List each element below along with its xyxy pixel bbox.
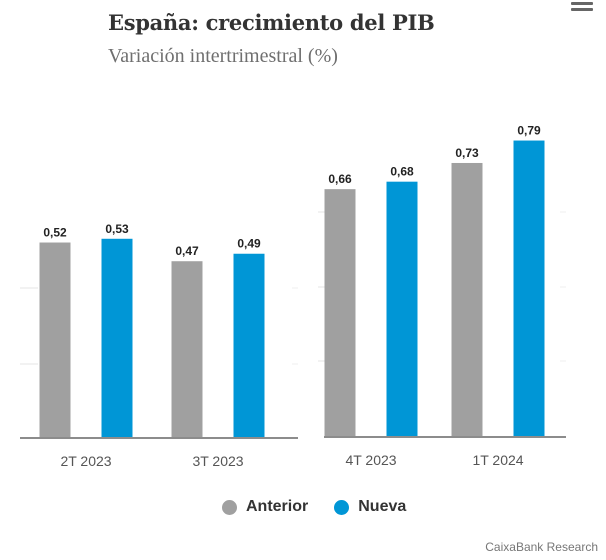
chart-title: España: crecimiento del PIB — [108, 10, 435, 35]
chart-subtitle: Variación intertrimestral (%) — [108, 45, 338, 67]
data-label: 0,49 — [237, 237, 261, 251]
x-axis-tick-label: 1T 2024 — [472, 452, 523, 468]
source-credit: CaixaBank Research — [485, 540, 598, 554]
bar-anterior[interactable] — [39, 242, 71, 437]
menu-line — [571, 2, 593, 5]
bar-nueva[interactable] — [233, 253, 265, 437]
data-label: 0,79 — [517, 124, 541, 138]
x-axis-tick-label: 2T 2023 — [60, 453, 111, 469]
data-label: 0,52 — [43, 226, 67, 240]
bar-nueva[interactable] — [101, 238, 133, 437]
legend: Anterior Nueva — [222, 498, 406, 516]
data-label: 0,68 — [390, 165, 414, 179]
legend-dot-nueva — [334, 499, 350, 515]
legend-dot-anterior — [222, 499, 237, 515]
legend-label: Nueva — [358, 498, 407, 515]
bar-anterior[interactable] — [171, 261, 203, 437]
hamburger-menu-icon[interactable] — [571, 2, 593, 16]
legend-label: Anterior — [246, 498, 309, 515]
bar-nueva[interactable] — [513, 140, 545, 437]
bar-chart: 0,52 0,53 2T 2023 0,47 0,49 3T 2023 0,66 0,68 4T… — [20, 124, 566, 469]
data-label: 0,66 — [328, 172, 352, 186]
data-label: 0,47 — [175, 244, 199, 258]
data-label: 0,53 — [105, 222, 129, 236]
bar-anterior[interactable] — [324, 189, 356, 436]
legend-item-anterior[interactable]: Anterior — [222, 498, 308, 516]
bar-anterior[interactable] — [451, 162, 483, 437]
bar-nueva[interactable] — [386, 181, 418, 436]
x-axis-tick-label: 3T 2023 — [192, 453, 243, 469]
x-axis-tick-label: 4T 2023 — [345, 452, 396, 468]
legend-item-nueva[interactable]: Nueva — [334, 498, 406, 516]
data-label: 0,73 — [455, 146, 479, 160]
menu-line — [571, 8, 593, 11]
